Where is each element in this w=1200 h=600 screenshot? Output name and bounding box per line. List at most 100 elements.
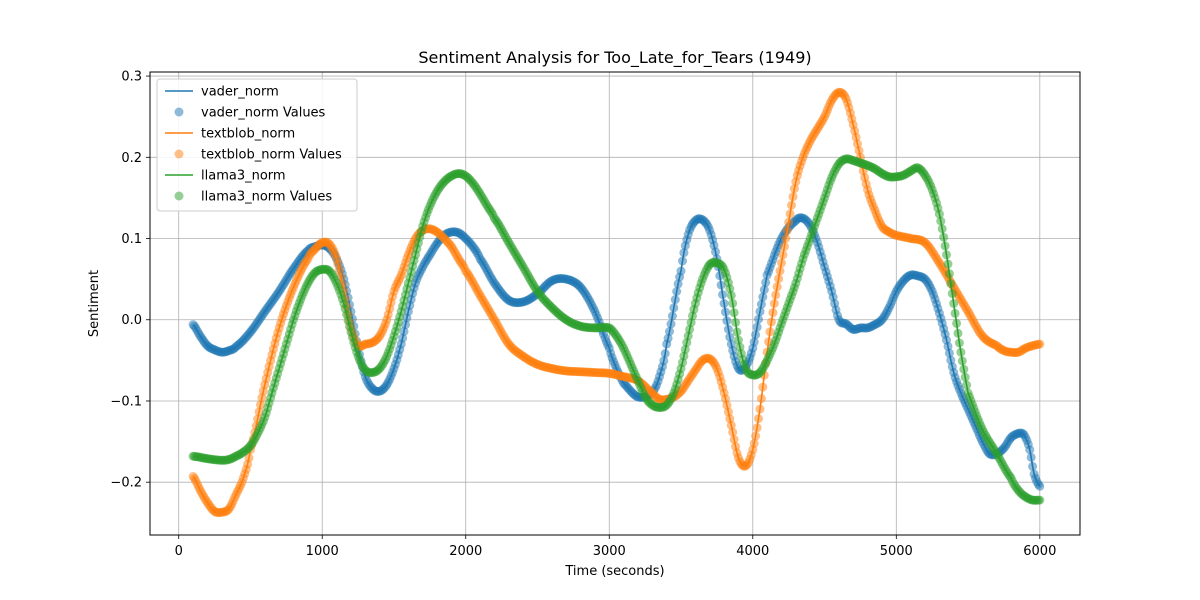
vader_norm-point — [663, 333, 673, 343]
vader_norm-point — [944, 348, 954, 358]
vader_norm-point — [678, 256, 687, 266]
x-tick-label: 3000 — [593, 544, 626, 559]
x-tick-label: 0 — [175, 544, 183, 559]
llama3_norm-point — [952, 318, 962, 328]
legend-label: textblob_norm — [201, 127, 295, 142]
vader_norm-point — [1025, 445, 1035, 455]
llama3_norm-point — [680, 344, 690, 354]
vader_norm-point — [755, 307, 765, 317]
vader_norm-point — [725, 332, 735, 342]
textblob_norm-point — [771, 290, 781, 300]
axis-ticks: 0 1000 2000 3000 4000 5000 6000 −0.2 −0.1 0.0 0.1 0… — [110, 70, 1056, 559]
vader_norm-point — [721, 307, 730, 317]
vader_norm-series — [188, 213, 1045, 491]
llama3_norm-point — [728, 298, 738, 308]
vader_norm-point — [673, 279, 683, 289]
legend-label: llama3_norm Values — [201, 190, 332, 205]
llama3_norm-point — [729, 308, 739, 318]
textblob_norm-point — [788, 192, 798, 202]
textblob_norm-point — [766, 317, 776, 327]
vader_norm-point — [749, 337, 759, 347]
textblob_norm-point — [256, 400, 265, 410]
llama3_norm-point — [934, 209, 944, 219]
x-tick-label: 6000 — [1023, 544, 1056, 559]
llama3_norm-point — [949, 299, 959, 308]
textblob_norm-point — [729, 435, 739, 444]
vader_norm-point — [665, 327, 674, 336]
legend: vader_norm vader_norm Values textblob_norm… — [156, 78, 358, 212]
vader_norm-point — [660, 349, 670, 358]
vader_norm-point — [756, 299, 766, 309]
legend-label: vader_norm — [201, 85, 279, 100]
vader_norm-point — [401, 320, 410, 330]
textblob_norm-point — [334, 265, 344, 275]
textblob_norm-point — [728, 427, 738, 437]
x-axis-label: Time (seconds) — [564, 564, 664, 579]
y-tick-label: 0.2 — [121, 151, 142, 166]
llama3_norm-point — [957, 356, 967, 366]
vader_norm-point — [719, 299, 729, 308]
vader_norm-point — [666, 319, 676, 329]
x-tick-label: 2000 — [449, 544, 482, 559]
vader_norm-point — [676, 266, 686, 276]
llama3_norm-point — [956, 347, 966, 357]
textblob_norm-point — [722, 400, 732, 410]
vader_norm-point — [718, 290, 728, 300]
vader_norm-point — [399, 327, 409, 336]
llama3_norm-point — [936, 216, 946, 226]
llama3_norm-point — [947, 289, 957, 299]
x-tick-label: 4000 — [736, 544, 769, 559]
llama3_norm-point — [953, 328, 963, 338]
textblob_norm-point — [779, 242, 789, 252]
textblob_norm-point — [1035, 339, 1045, 349]
llama3_norm-point — [943, 259, 953, 269]
llama3_norm-point — [960, 372, 970, 382]
textblob_norm-point — [752, 423, 762, 433]
vader_norm-point — [669, 303, 679, 313]
x-tick-label: 5000 — [880, 544, 913, 559]
vader_norm-point — [754, 314, 763, 324]
legend-label: vader_norm Values — [201, 106, 326, 121]
llama3_norm-point — [731, 318, 741, 327]
llama3_norm-point — [959, 364, 969, 374]
textblob_norm-point — [789, 184, 799, 194]
y-tick-label: 0.3 — [121, 70, 142, 85]
llama3_norm-point — [962, 380, 972, 390]
textblob_norm-point — [244, 453, 254, 463]
vader_norm-point — [752, 322, 762, 332]
textblob_norm-point — [851, 132, 861, 142]
llama3_norm-point — [733, 335, 743, 345]
textblob_norm-point — [777, 258, 786, 268]
textblob_norm-point — [257, 393, 267, 403]
llama3_norm-point — [940, 241, 950, 251]
textblob_norm-point — [778, 250, 788, 260]
y-tick-label: −0.1 — [110, 394, 142, 409]
vader_norm-point — [722, 316, 732, 326]
vader_norm-point — [1028, 461, 1038, 471]
llama3_norm-point — [954, 338, 964, 348]
llama3_norm-point — [725, 284, 735, 294]
textblob_norm-point — [853, 139, 862, 149]
vader_norm-point — [761, 277, 771, 287]
legend-marker-swatch — [174, 107, 184, 117]
y-tick-label: −0.2 — [110, 476, 142, 491]
vader_norm-point — [759, 285, 769, 295]
llama3_norm-point — [686, 318, 696, 328]
vader_norm-point — [723, 324, 733, 334]
textblob_norm-point — [782, 225, 792, 235]
vader_norm-point — [943, 341, 953, 351]
textblob_norm-point — [726, 420, 736, 430]
plot-frame — [149, 71, 1081, 536]
vader_norm-point — [1035, 481, 1045, 491]
vader_norm-point — [667, 311, 677, 321]
llama3_norm-point — [679, 351, 689, 361]
legend-label: llama3_norm — [201, 169, 286, 184]
vader_norm-point — [659, 356, 669, 366]
legend-box — [156, 78, 358, 212]
textblob_norm-point — [784, 217, 794, 227]
llama3_norm-series — [188, 154, 1045, 505]
llama3_norm-point — [726, 290, 736, 300]
llama3_norm-point — [950, 308, 960, 318]
